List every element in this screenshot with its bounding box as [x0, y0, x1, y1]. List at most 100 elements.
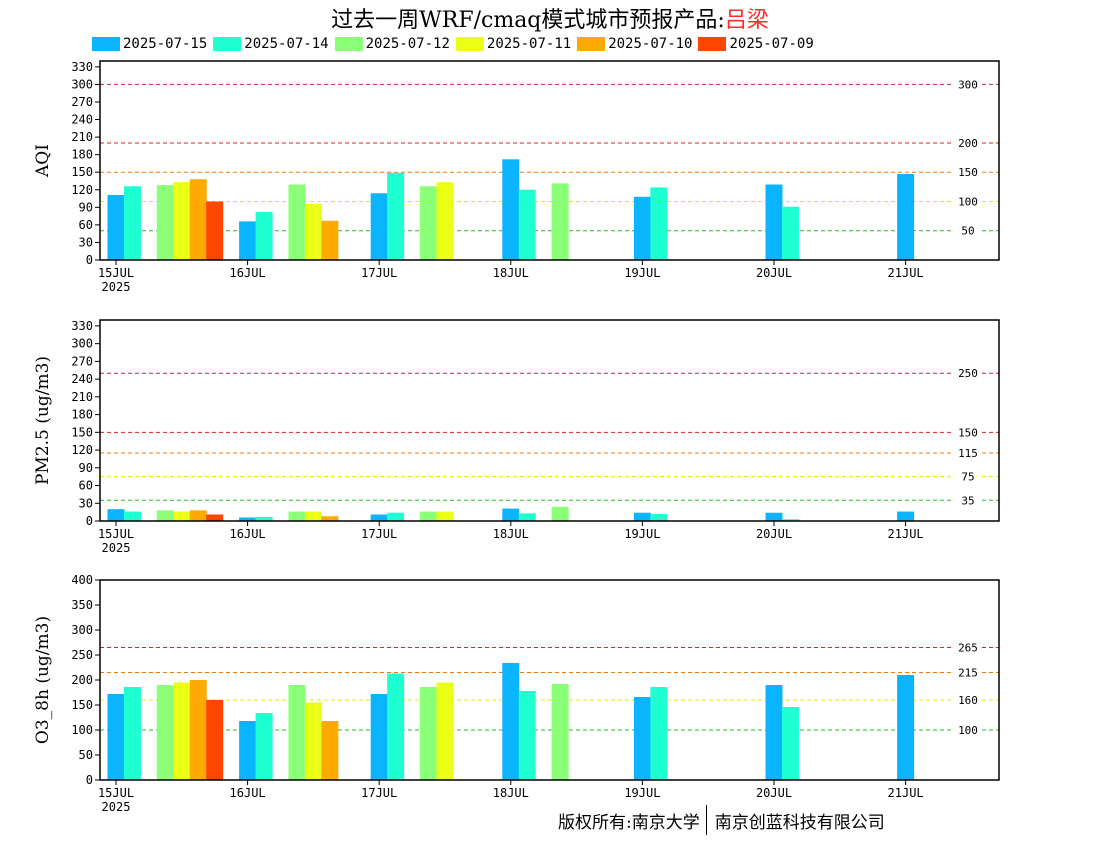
x-year-label: 2025 [102, 280, 131, 294]
copyright-divider [705, 805, 707, 835]
x-tick-label: 20JUL [756, 527, 792, 541]
x-tick-label: 20JUL [756, 266, 792, 280]
y-tick-label: 400 [71, 573, 93, 587]
threshold-label: 115 [958, 447, 978, 460]
bar [206, 700, 224, 780]
y-tick-label: 120 [71, 183, 93, 197]
bar [518, 189, 536, 260]
bar [288, 511, 306, 521]
x-tick-label: 16JUL [230, 786, 266, 800]
y-tick-label: 250 [71, 648, 93, 662]
title-city: 吕梁 [724, 8, 769, 33]
bar [173, 182, 191, 260]
legend-swatch [455, 37, 484, 51]
y-tick-label: 350 [71, 598, 93, 612]
bar [633, 196, 651, 260]
x-tick-label: 17JUL [361, 527, 397, 541]
threshold-label-bg [954, 447, 982, 460]
y-tick-label: 330 [71, 319, 93, 333]
y-tick-label: 200 [71, 673, 93, 687]
bar [107, 694, 125, 780]
bar [239, 721, 257, 780]
bar [765, 184, 783, 260]
bar [304, 203, 322, 260]
threshold-label: 35 [961, 494, 974, 507]
bar [387, 512, 405, 521]
bar [387, 673, 405, 780]
x-tick-label: 18JUL [493, 266, 529, 280]
bar [206, 201, 224, 260]
bar [551, 506, 569, 521]
x-tick-label: 19JUL [624, 527, 660, 541]
threshold-label: 215 [958, 667, 978, 680]
legend-swatch [698, 37, 727, 51]
y-tick-label: 300 [71, 77, 93, 91]
bar [255, 212, 273, 260]
bar [123, 511, 141, 521]
bar [288, 685, 306, 780]
bar [387, 172, 405, 260]
y-tick-label: 270 [71, 354, 93, 368]
bar [436, 682, 454, 780]
threshold-label-bg [954, 224, 982, 237]
legend-swatch [213, 37, 242, 51]
x-tick-label: 19JUL [624, 786, 660, 800]
bar [650, 687, 668, 780]
bar [436, 182, 454, 260]
y-tick-label: 30 [79, 235, 93, 249]
y-tick-label: 120 [71, 443, 93, 457]
threshold-label-bg [954, 694, 982, 706]
bar [304, 511, 322, 521]
bar [420, 511, 438, 521]
bar [173, 511, 191, 521]
x-tick-label: 21JUL [888, 266, 924, 280]
y-tick-label: 150 [71, 425, 93, 439]
legend-swatch [92, 37, 120, 51]
threshold-label: 150 [958, 166, 978, 179]
x-tick-label: 19JUL [624, 266, 660, 280]
threshold-label-bg [954, 367, 982, 380]
y-tick-label: 210 [71, 130, 93, 144]
x-tick-label: 17JUL [361, 266, 397, 280]
bar [436, 511, 454, 521]
threshold-label-bg [954, 724, 982, 736]
bar [650, 187, 668, 260]
x-tick-label: 15JUL [98, 786, 134, 800]
bar [781, 707, 799, 780]
copyright-left: 版权所有:南京大学 [558, 812, 700, 833]
threshold-label: 100 [958, 724, 978, 737]
legend-label: 2025-07-14 [244, 36, 329, 52]
legend-swatch [577, 37, 606, 51]
copyright-right: 南京创蓝科技有限公司 [714, 812, 885, 833]
bar [765, 685, 783, 780]
bar [502, 159, 520, 260]
plot-frame [99, 319, 1000, 522]
threshold-label-bg [954, 426, 982, 439]
chart-panel-2: 250 150 115 75 35 0 30 60 90 120 150 180 210 240 270 30… [33, 319, 1000, 555]
legend-item: 2025-07-11 [455, 35, 571, 53]
legend-item: 2025-07-10 [577, 35, 692, 53]
chart-title: 过去一周WRF/cmaq模式城市预报产品:吕梁 [0, 2, 1100, 34]
threshold-label: 75 [961, 471, 974, 484]
bar [107, 509, 125, 521]
legend-label: 2025-07-10 [608, 36, 693, 52]
copyright: 版权所有:南京大学 南京创蓝科技有限公司 [558, 805, 885, 835]
threshold-label: 160 [958, 694, 978, 707]
bar [123, 687, 141, 780]
bar [420, 687, 438, 780]
y-axis-label: PM2.5 (ug/m3) [33, 356, 53, 485]
bar [288, 184, 306, 260]
bar [897, 173, 915, 260]
y-tick-label: 330 [71, 60, 93, 74]
bar [897, 675, 915, 780]
bar [206, 514, 224, 521]
bar [370, 694, 388, 780]
y-tick-label: 270 [71, 95, 93, 109]
y-tick-label: 300 [71, 623, 93, 637]
y-tick-label: 240 [71, 372, 93, 386]
bar [370, 193, 388, 260]
legend-item: 2025-07-12 [334, 35, 450, 53]
bar [189, 680, 207, 780]
y-tick-label: 90 [79, 200, 93, 214]
y-tick-label: 0 [86, 253, 93, 267]
